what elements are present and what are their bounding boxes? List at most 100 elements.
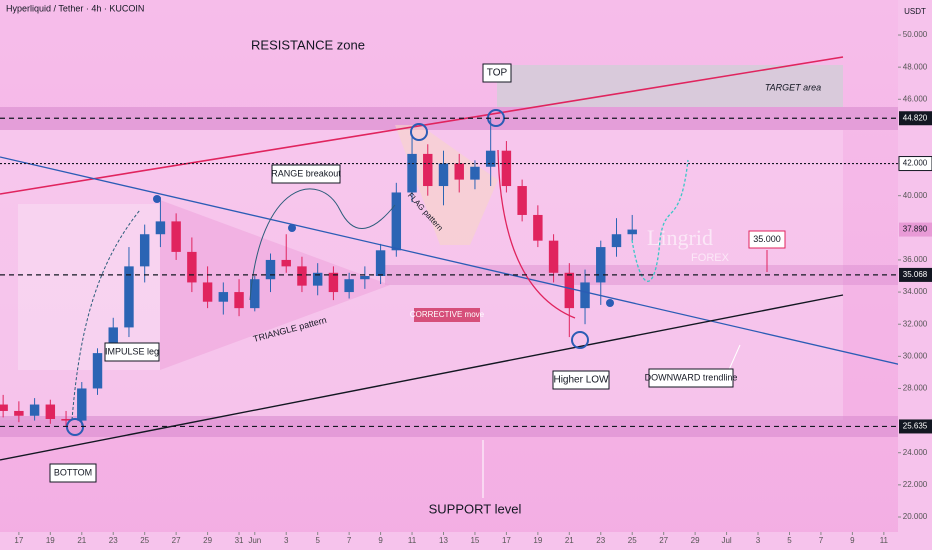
annotation: TOP bbox=[487, 68, 508, 79]
candle-body bbox=[564, 272, 575, 309]
x-tick-label: 19 bbox=[46, 536, 55, 545]
low-marker bbox=[571, 331, 589, 349]
candle-body bbox=[234, 292, 244, 309]
impulse-box bbox=[18, 204, 160, 370]
x-tick-label: 9 bbox=[378, 536, 383, 545]
support-zone bbox=[0, 416, 898, 437]
y-tick-label: 24.000 bbox=[903, 448, 928, 457]
channel-bottom bbox=[0, 294, 844, 461]
range-curve bbox=[249, 188, 396, 301]
candle-body bbox=[580, 282, 590, 309]
x-tick-label: 21 bbox=[77, 536, 86, 545]
x-tick-label: 17 bbox=[14, 536, 23, 545]
y-tick-label: 22.000 bbox=[903, 480, 928, 489]
annotation: TARGET area bbox=[765, 82, 821, 92]
y-tick-label: 32.000 bbox=[903, 319, 928, 328]
price-label-box bbox=[899, 267, 932, 282]
y-tick-label: 46.000 bbox=[903, 94, 928, 103]
candle-body bbox=[517, 186, 527, 215]
candle-body bbox=[61, 418, 71, 421]
candle-body bbox=[187, 251, 197, 283]
x-tick-label: 5 bbox=[787, 536, 792, 545]
downward-trendline bbox=[0, 156, 932, 373]
price-label-box bbox=[898, 156, 932, 172]
candle-body bbox=[533, 214, 543, 241]
x-tick-label: 9 bbox=[850, 536, 855, 545]
last-price-label: 37.890 bbox=[903, 225, 928, 234]
x-tick-label: Jun bbox=[248, 536, 261, 545]
x-tick-label: 3 bbox=[284, 536, 289, 545]
x-tick-label: 15 bbox=[470, 536, 479, 545]
candle-body bbox=[312, 272, 323, 286]
candle-body bbox=[139, 234, 150, 267]
impulse-arrow bbox=[71, 209, 141, 421]
x-tick-label: 19 bbox=[533, 536, 542, 545]
label-box bbox=[104, 342, 160, 362]
candle-body bbox=[0, 404, 8, 411]
label-box bbox=[648, 368, 734, 388]
y-tick-label: 40.000 bbox=[903, 191, 928, 200]
x-tick-label: 27 bbox=[172, 536, 181, 545]
price-label: 44.820 bbox=[903, 113, 928, 122]
candle-body bbox=[344, 279, 354, 293]
price-label-box bbox=[899, 111, 932, 126]
y-tick-label: 48.000 bbox=[903, 62, 928, 71]
annotation: BOTTOM bbox=[54, 467, 92, 477]
candle-body bbox=[438, 163, 449, 187]
candle-body bbox=[391, 192, 402, 251]
time-axis bbox=[0, 532, 898, 550]
candle-body bbox=[45, 404, 56, 419]
price-label: 25.635 bbox=[903, 422, 928, 431]
candle-body bbox=[171, 221, 181, 252]
y-tick-label: 20.000 bbox=[903, 512, 928, 521]
candle-body bbox=[124, 266, 134, 328]
candle-body bbox=[297, 266, 307, 286]
price-label: 42.000 bbox=[903, 159, 928, 168]
candle-body bbox=[454, 163, 464, 180]
annotation: SUPPORT level bbox=[429, 501, 522, 516]
x-tick-label: 7 bbox=[819, 536, 824, 545]
callout-box bbox=[748, 230, 786, 249]
candle-body bbox=[375, 250, 386, 277]
candle-body bbox=[596, 247, 606, 283]
triangle-shape bbox=[160, 200, 390, 370]
x-tick-label: 29 bbox=[691, 536, 700, 545]
candle-body bbox=[14, 410, 24, 416]
y-tick-label: 50.000 bbox=[903, 30, 928, 39]
candle-body bbox=[470, 166, 480, 180]
resistance-zone bbox=[0, 107, 898, 130]
candle-body bbox=[265, 259, 276, 280]
corrective-arrow bbox=[497, 149, 576, 319]
candle-body bbox=[29, 404, 40, 416]
x-tick-label: 11 bbox=[880, 536, 889, 545]
y-tick-label: 30.000 bbox=[903, 351, 928, 360]
annotation: IMPULSE leg bbox=[105, 346, 159, 356]
annotation: DOWNWARD trendline bbox=[645, 372, 738, 382]
watermark: FOREX bbox=[691, 252, 730, 264]
x-tick-label: 5 bbox=[315, 536, 320, 545]
pivot-dot bbox=[288, 224, 296, 232]
callout-label: 35.000 bbox=[753, 234, 781, 244]
x-tick-label: 21 bbox=[565, 536, 574, 545]
candle-body bbox=[423, 153, 433, 187]
candle-body bbox=[250, 279, 260, 309]
x-tick-label: 11 bbox=[408, 536, 417, 545]
candle-body bbox=[92, 353, 103, 389]
target-area bbox=[497, 65, 843, 107]
x-tick-label: Jul bbox=[721, 536, 731, 545]
candle-body bbox=[485, 150, 496, 167]
annotation: CORRECTIVE move bbox=[410, 310, 485, 319]
candle-body bbox=[281, 259, 291, 267]
watermark: Lingrid bbox=[647, 225, 713, 250]
trend-pointer bbox=[727, 344, 741, 373]
annotation: RANGE breakout bbox=[271, 168, 341, 178]
channel-top bbox=[0, 56, 844, 195]
annotation: Higher LOW bbox=[553, 375, 609, 386]
x-tick-label: 23 bbox=[109, 536, 118, 545]
label-box bbox=[271, 164, 341, 184]
x-tick-label: 27 bbox=[659, 536, 668, 545]
label-box bbox=[552, 370, 610, 390]
pivot-dot bbox=[153, 195, 161, 203]
axis-unit: USDT bbox=[904, 7, 926, 16]
